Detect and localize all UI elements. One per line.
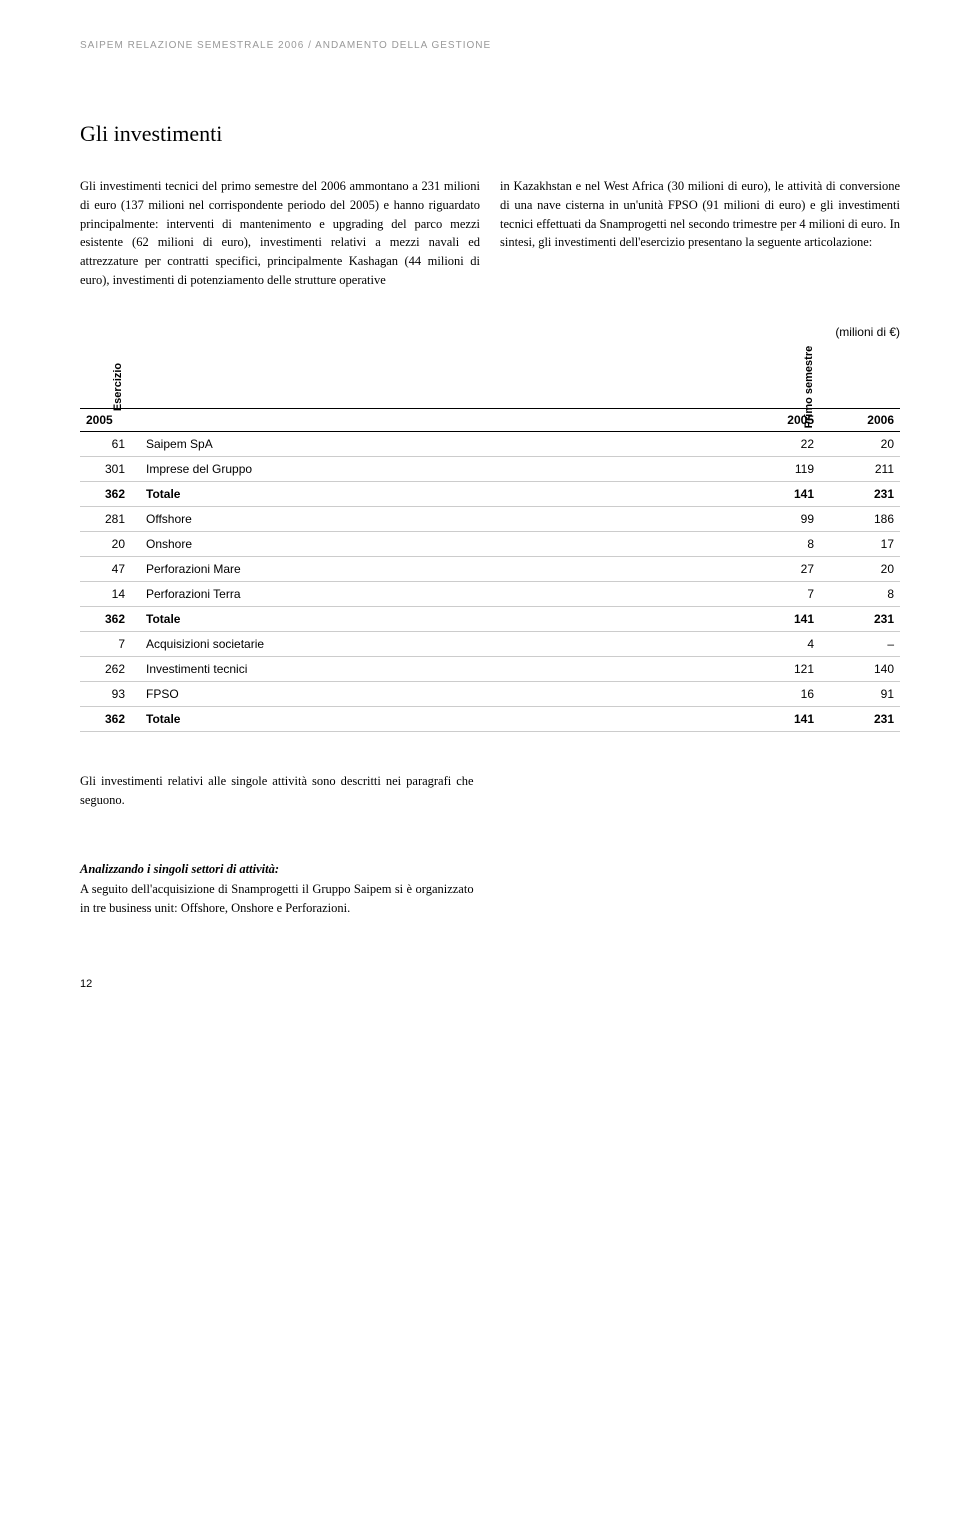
cell-col2: 231 (820, 482, 900, 507)
page-header: SAIPEM RELAZIONE SEMESTRALE 2006 / ANDAM… (80, 40, 900, 51)
table-row: 20Onshore817 (80, 532, 900, 557)
column-right: in Kazakhstan e nel West Africa (30 mili… (500, 177, 900, 290)
page-number: 12 (80, 978, 900, 990)
cell-col1: 99 (740, 507, 820, 532)
header-primo-semestre: Primo semestre (740, 354, 900, 409)
header-label-year (140, 409, 740, 432)
final-paragraph: A seguito dell'acquisizione di Snamproge… (80, 882, 474, 915)
section-title: Gli investimenti (80, 121, 900, 147)
subtitle: Analizzando i singoli settori di attivit… (80, 860, 474, 879)
cell-col2: 8 (820, 582, 900, 607)
cell-col1: 22 (740, 432, 820, 457)
intro-columns: Gli investimenti tecnici del primo semes… (80, 177, 900, 290)
cell-col2: 20 (820, 557, 900, 582)
cell-label: Acquisizioni societarie (140, 632, 740, 657)
cell-col2: 17 (820, 532, 900, 557)
cell-col2: – (820, 632, 900, 657)
sector-analysis: Analizzando i singoli settori di attivit… (80, 860, 474, 918)
cell-col1: 16 (740, 682, 820, 707)
cell-esercizio: 262 (80, 657, 140, 682)
cell-esercizio: 7 (80, 632, 140, 657)
cell-col2: 140 (820, 657, 900, 682)
cell-label: Totale (140, 607, 740, 632)
cell-col1: 4 (740, 632, 820, 657)
cell-col1: 8 (740, 532, 820, 557)
table-row: 301Imprese del Gruppo119211 (80, 457, 900, 482)
cell-label: Imprese del Gruppo (140, 457, 740, 482)
cell-col1: 141 (740, 707, 820, 732)
cell-label: Totale (140, 707, 740, 732)
table-row: 362Totale141231 (80, 707, 900, 732)
header-year-2006: 2006 (820, 409, 900, 432)
cell-esercizio: 93 (80, 682, 140, 707)
cell-col1: 141 (740, 482, 820, 507)
cell-col2: 20 (820, 432, 900, 457)
cell-col1: 141 (740, 607, 820, 632)
cell-esercizio: 47 (80, 557, 140, 582)
table-row: 14Perforazioni Terra78 (80, 582, 900, 607)
cell-esercizio: 301 (80, 457, 140, 482)
cell-esercizio: 362 (80, 607, 140, 632)
cell-label: Perforazioni Mare (140, 557, 740, 582)
cell-col2: 186 (820, 507, 900, 532)
cell-label: Onshore (140, 532, 740, 557)
cell-esercizio: 61 (80, 432, 140, 457)
cell-label: Offshore (140, 507, 740, 532)
cell-label: FPSO (140, 682, 740, 707)
cell-col1: 119 (740, 457, 820, 482)
closing-paragraph: Gli investimenti relativi alle singole a… (80, 772, 474, 810)
cell-col1: 7 (740, 582, 820, 607)
header-label (140, 354, 740, 409)
cell-label: Totale (140, 482, 740, 507)
table-row: 7Acquisizioni societarie4– (80, 632, 900, 657)
cell-col1: 27 (740, 557, 820, 582)
cell-col1: 121 (740, 657, 820, 682)
cell-label: Saipem SpA (140, 432, 740, 457)
cell-col2: 91 (820, 682, 900, 707)
cell-label: Perforazioni Terra (140, 582, 740, 607)
header-esercizio: Esercizio (80, 354, 140, 409)
table-row: 281Offshore99186 (80, 507, 900, 532)
investments-table: Esercizio Primo semestre 2005 2005 2006 … (80, 354, 900, 733)
cell-esercizio: 14 (80, 582, 140, 607)
column-left: Gli investimenti tecnici del primo semes… (80, 177, 480, 290)
table-row: 47Perforazioni Mare2720 (80, 557, 900, 582)
table-row: 93FPSO1691 (80, 682, 900, 707)
header-year-2005-left: 2005 (80, 409, 140, 432)
cell-col2: 231 (820, 707, 900, 732)
table-row: 61Saipem SpA2220 (80, 432, 900, 457)
cell-esercizio: 362 (80, 482, 140, 507)
cell-esercizio: 281 (80, 507, 140, 532)
cell-col2: 211 (820, 457, 900, 482)
cell-label: Investimenti tecnici (140, 657, 740, 682)
units-note: (milioni di €) (80, 325, 900, 339)
table-row: 362Totale141231 (80, 482, 900, 507)
cell-col2: 231 (820, 607, 900, 632)
cell-esercizio: 362 (80, 707, 140, 732)
table-row: 362Totale141231 (80, 607, 900, 632)
cell-esercizio: 20 (80, 532, 140, 557)
table-row: 262Investimenti tecnici121140 (80, 657, 900, 682)
